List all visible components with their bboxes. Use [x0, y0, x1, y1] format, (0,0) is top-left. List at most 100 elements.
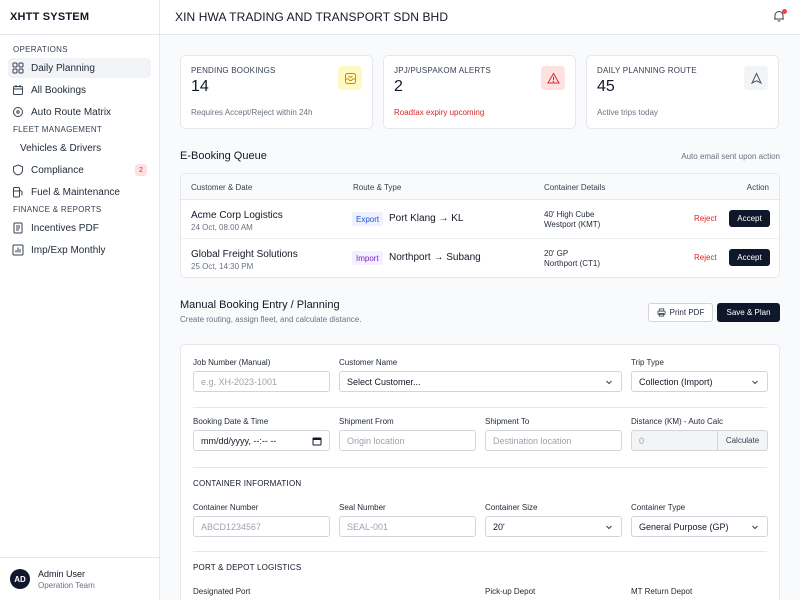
- container-number-input[interactable]: ABCD1234567: [193, 516, 330, 537]
- port-section-title: PORT & DEPOT LOGISTICS: [193, 563, 302, 572]
- section-title-operations: OPERATIONS: [13, 45, 68, 54]
- container-size-value: 20': [493, 521, 505, 532]
- save-plan-button[interactable]: Save & Plan: [717, 303, 780, 322]
- inbox-icon: [338, 66, 362, 90]
- divider: [193, 551, 767, 552]
- compliance-badge: 2: [135, 164, 147, 176]
- section-title-finance: FINANCE & REPORTS: [13, 205, 102, 214]
- customer-select-value: Select Customer...: [347, 376, 421, 387]
- stat-value: 2: [394, 78, 403, 95]
- stat-value: 45: [597, 78, 615, 95]
- manual-entry-subtitle: Create routing, assign fleet, and calcul…: [180, 315, 362, 324]
- table-row: Global Freight Solutions 25 Oct, 14:30 P…: [181, 239, 779, 277]
- container-size-select[interactable]: 20': [485, 516, 622, 537]
- sidebar-item-label: Incentives PDF: [31, 222, 99, 234]
- customer-name-label: Customer Name: [339, 358, 398, 367]
- sidebar-item-all-bookings[interactable]: All Bookings: [8, 80, 151, 100]
- section-title-fleet: FLEET MANAGEMENT: [13, 125, 103, 134]
- container-size: 20' GP: [544, 249, 569, 258]
- queue-note: Auto email sent upon action: [681, 152, 780, 161]
- container-size: 40' High Cube: [544, 210, 595, 219]
- mt-return-depot-label: MT Return Depot: [631, 587, 693, 596]
- main-content: PENDING BOOKINGS 14 Requires Accept/Reje…: [160, 36, 800, 600]
- user-name: Admin User: [38, 568, 86, 579]
- grid-icon: [12, 62, 24, 74]
- distance-label: Distance (KM) - Auto Calc: [631, 417, 724, 426]
- sidebar: XHTT SYSTEM OPERATIONS Daily Planning Al…: [0, 0, 160, 600]
- column-header: Container Details: [544, 183, 606, 192]
- booking-queue-table: Customer & Date Route & Type Container D…: [180, 173, 780, 278]
- customer-name: Global Freight Solutions: [191, 249, 298, 260]
- app-name: XHTT SYSTEM: [0, 0, 159, 35]
- calculate-button[interactable]: Calculate: [718, 430, 768, 451]
- table-header: Customer & Date Route & Type Container D…: [181, 174, 779, 200]
- user-profile[interactable]: AD Admin User Operation Team: [0, 557, 159, 600]
- job-number-input[interactable]: e.g. XH-2023-1001: [193, 371, 330, 392]
- manual-booking-form: Job Number (Manual) e.g. XH-2023-1001 Cu…: [180, 344, 780, 600]
- sidebar-item-incentives-pdf[interactable]: Incentives PDF: [8, 218, 151, 238]
- chevron-down-icon: [752, 525, 758, 530]
- pickup-depot-label: Pick-up Depot: [485, 587, 536, 596]
- seal-number-input[interactable]: SEAL-001: [339, 516, 476, 537]
- chevron-down-icon: [752, 380, 758, 385]
- trip-type-value: Collection (Import): [639, 376, 713, 387]
- print-pdf-button[interactable]: Print PDF: [648, 303, 713, 322]
- queue-header: E-Booking Queue Auto email sent upon act…: [180, 150, 780, 162]
- reject-button[interactable]: Reject: [694, 214, 717, 223]
- chevron-down-icon: [606, 525, 612, 530]
- route-icon: [12, 106, 24, 118]
- booking-date: 25 Oct, 14:30 PM: [191, 262, 254, 271]
- booking-datetime-value: mm/dd/yyyy, --:-- --: [201, 435, 277, 446]
- shield-icon: [12, 164, 24, 176]
- avatar: AD: [10, 569, 30, 589]
- column-header: Route & Type: [353, 183, 402, 192]
- sidebar-item-fuel-maintenance[interactable]: Fuel & Maintenance: [8, 182, 151, 202]
- sidebar-item-label: All Bookings: [31, 84, 87, 96]
- stat-label: JPJ/PUSPAKOM ALERTS: [394, 66, 491, 75]
- sidebar-item-label: Fuel & Maintenance: [31, 186, 120, 198]
- sidebar-item-imp-exp-monthly[interactable]: Imp/Exp Monthly: [8, 240, 151, 260]
- booking-datetime-input[interactable]: mm/dd/yyyy, --:-- --: [193, 430, 330, 451]
- accept-button[interactable]: Accept: [729, 249, 770, 266]
- stat-subtext: Active trips today: [597, 108, 658, 117]
- sidebar-item-daily-planning[interactable]: Daily Planning: [8, 58, 151, 78]
- route-text: Northport → Subang: [389, 252, 481, 263]
- distance-input: 0: [631, 430, 718, 451]
- stat-card-daily-route: DAILY PLANNING ROUTE 45 Active trips tod…: [586, 55, 779, 129]
- divider: [193, 467, 767, 468]
- stat-value: 14: [191, 78, 209, 95]
- stat-subtext: Roadtax expiry upcoming: [394, 108, 485, 117]
- sidebar-item-auto-route-matrix[interactable]: Auto Route Matrix: [8, 102, 151, 122]
- calendar-icon: [12, 84, 24, 96]
- container-size-label: Container Size: [485, 503, 538, 512]
- shipment-from-input[interactable]: Origin location: [339, 430, 476, 451]
- designated-port-label: Designated Port: [193, 587, 251, 596]
- chevron-down-icon: [606, 380, 612, 385]
- accept-button[interactable]: Accept: [729, 210, 770, 227]
- customer-select[interactable]: Select Customer...: [339, 371, 622, 392]
- top-bar: XIN HWA TRADING AND TRANSPORT SDN BHD: [160, 0, 800, 35]
- customer-name: Acme Corp Logistics: [191, 210, 283, 221]
- company-title: XIN HWA TRADING AND TRANSPORT SDN BHD: [175, 10, 449, 24]
- stat-subtext: Requires Accept/Reject within 24h: [191, 108, 313, 117]
- sidebar-item-compliance[interactable]: Compliance 2: [8, 160, 151, 180]
- container-type-select[interactable]: General Purpose (GP): [631, 516, 768, 537]
- printer-icon: [657, 308, 666, 317]
- container-type-label: Container Type: [631, 503, 686, 512]
- sidebar-item-label: Daily Planning: [31, 62, 95, 74]
- notification-bell-icon[interactable]: [772, 9, 787, 23]
- print-pdf-label: Print PDF: [669, 308, 705, 317]
- booking-date: 24 Oct, 08:00 AM: [191, 223, 253, 232]
- sidebar-item-label: Vehicles & Drivers: [20, 142, 102, 154]
- shipment-from-label: Shipment From: [339, 417, 394, 426]
- column-header: Customer & Date: [191, 183, 253, 192]
- stat-label: PENDING BOOKINGS: [191, 66, 276, 75]
- shipment-to-input[interactable]: Destination location: [485, 430, 622, 451]
- warning-icon: [541, 66, 565, 90]
- sidebar-item-vehicles-drivers[interactable]: Vehicles & Drivers: [8, 138, 151, 158]
- reject-button[interactable]: Reject: [694, 253, 717, 262]
- job-number-label: Job Number (Manual): [193, 358, 271, 367]
- type-badge: Import: [352, 251, 383, 265]
- trip-type-select[interactable]: Collection (Import): [631, 371, 768, 392]
- container-number-label: Container Number: [193, 503, 259, 512]
